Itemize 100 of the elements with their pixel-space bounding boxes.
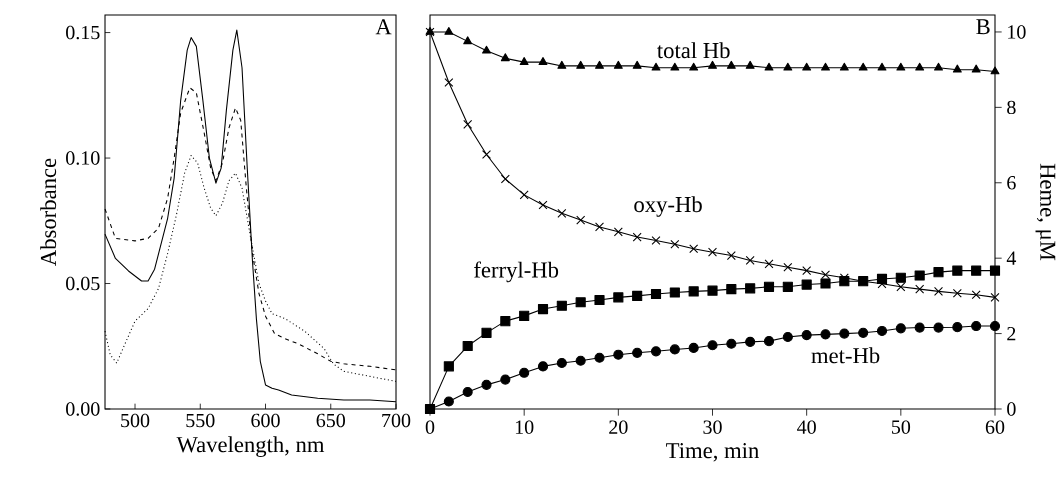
point [802, 62, 812, 71]
x-tick-label: 10 [515, 420, 534, 434]
point [519, 367, 530, 378]
point [651, 62, 661, 71]
point [915, 284, 925, 294]
point [934, 286, 943, 296]
point [557, 60, 567, 69]
point [537, 361, 549, 372]
point [481, 379, 492, 390]
x-tick-label: 60 [985, 420, 1005, 434]
point [707, 340, 718, 351]
point [821, 62, 830, 71]
point [670, 62, 680, 71]
point [989, 265, 1001, 276]
point [613, 60, 623, 69]
point [482, 45, 491, 54]
y-axis-title: Absorbance [40, 158, 57, 266]
point [689, 244, 699, 254]
point [895, 323, 906, 334]
point [952, 288, 962, 298]
x-tick-label: 550 [186, 413, 215, 428]
point [689, 62, 699, 71]
x-tick-label: 500 [121, 413, 150, 428]
series-label: met-Hb [811, 347, 880, 364]
x-tick-label: 700 [382, 413, 411, 428]
point [745, 60, 755, 69]
point [990, 292, 1000, 302]
point [576, 215, 586, 225]
point [877, 62, 887, 71]
point [745, 283, 756, 294]
point [726, 338, 737, 349]
point [575, 297, 586, 308]
point [726, 284, 737, 295]
point [519, 310, 530, 321]
point [896, 282, 906, 292]
point [500, 316, 511, 327]
x-tick-label: 30 [703, 420, 722, 434]
point [613, 349, 624, 360]
y-tick-label: 0.10 [66, 151, 100, 165]
point [914, 270, 925, 281]
point [688, 286, 699, 297]
point [443, 361, 454, 372]
point [669, 344, 680, 355]
point [519, 57, 529, 65]
x-tick-label: 50 [892, 420, 911, 434]
point [971, 64, 981, 73]
point [763, 281, 775, 292]
point [651, 235, 661, 245]
point [613, 227, 623, 237]
point [482, 150, 492, 159]
point [820, 329, 831, 340]
point [632, 60, 642, 69]
point [632, 347, 643, 358]
point [802, 266, 812, 276]
series-label: oxy-Hb [634, 196, 702, 217]
point [538, 200, 548, 210]
y2-axis-title: Heme, μM [1035, 163, 1056, 261]
point [990, 66, 1000, 75]
point [726, 60, 736, 69]
y-tick-label: 0.00 [66, 402, 100, 416]
x-tick-label: 40 [797, 420, 816, 434]
point [952, 322, 963, 333]
point [708, 247, 717, 257]
point [971, 290, 981, 300]
point [858, 327, 869, 338]
point [481, 327, 492, 338]
point [557, 208, 567, 218]
point [444, 77, 454, 87]
point [595, 222, 605, 232]
point [839, 62, 849, 71]
point [538, 57, 548, 65]
point [783, 62, 793, 71]
point [556, 357, 567, 369]
x-axis-title: Time, min [666, 443, 759, 462]
point [594, 294, 605, 306]
point [839, 328, 850, 339]
point [764, 259, 774, 269]
point [650, 288, 662, 300]
y2-tick-label: 4 [1006, 251, 1017, 265]
point [594, 352, 605, 363]
point [821, 270, 830, 280]
point [462, 340, 473, 352]
point [462, 386, 473, 398]
point [971, 320, 982, 332]
point [782, 331, 793, 343]
point [820, 278, 831, 289]
point [500, 174, 510, 184]
point [707, 285, 718, 296]
series-label: ferryl-Hb [474, 261, 559, 283]
point [782, 281, 793, 292]
point [708, 60, 717, 69]
point [576, 60, 586, 69]
point [801, 330, 812, 341]
point [971, 265, 982, 276]
x-axis-title: Wavelength, nm [176, 436, 325, 457]
point [896, 62, 906, 71]
point [463, 119, 473, 129]
point [613, 292, 624, 303]
point [575, 355, 586, 366]
point [669, 287, 680, 298]
